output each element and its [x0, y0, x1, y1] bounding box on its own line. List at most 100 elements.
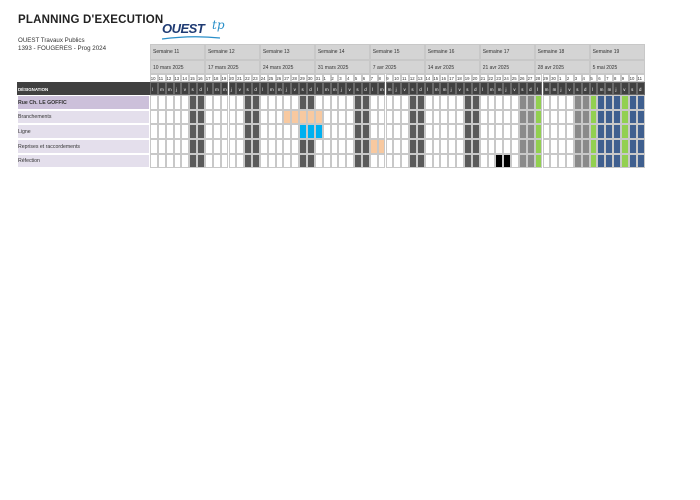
week-label: Semaine 19	[592, 49, 620, 55]
day-letter: m	[387, 86, 392, 92]
planning-cell	[299, 153, 307, 169]
day-letter-cell	[613, 82, 621, 95]
planning-cell	[495, 109, 504, 125]
planning-cell	[307, 124, 315, 140]
planning-cell	[346, 153, 355, 169]
planning-cell	[550, 109, 559, 125]
planning-cell	[283, 95, 292, 110]
day-number: 18	[456, 75, 462, 81]
planning-cell	[385, 124, 394, 140]
day-letter-cell	[354, 82, 362, 95]
planning-cell	[283, 153, 292, 169]
day-number: 15	[433, 75, 439, 81]
day-letter: d	[309, 86, 312, 92]
planning-cell	[314, 95, 323, 110]
designation-label: DÉSIGNATION	[18, 86, 49, 92]
planning-cell	[456, 124, 464, 140]
week-label: Semaine 11	[153, 49, 180, 55]
day-letter-cell	[503, 82, 512, 95]
day-number-cell	[354, 74, 362, 82]
day-number-cell	[236, 74, 245, 82]
day-letter-cell	[314, 82, 323, 95]
designation-header	[17, 82, 150, 95]
week-header-cell	[369, 44, 425, 60]
planning-cell	[212, 109, 221, 125]
week-label: Semaine 15	[372, 49, 400, 55]
planning-cell	[314, 153, 323, 169]
planning-cell	[150, 109, 158, 125]
planning-cell	[479, 109, 488, 125]
day-number-cell	[495, 74, 504, 82]
planning-cell	[252, 153, 260, 169]
day-number: 27	[527, 75, 533, 81]
planning-cell	[236, 109, 245, 125]
day-number-cell	[424, 74, 433, 82]
day-number-cell	[307, 74, 315, 82]
day-letter-cell	[542, 82, 551, 95]
day-number: 1	[323, 75, 326, 81]
planning-cell	[385, 139, 394, 154]
day-number: 9	[386, 75, 389, 81]
planning-cell	[181, 109, 190, 125]
day-letter: s	[301, 86, 304, 92]
planning-cell	[401, 124, 410, 140]
day-number: 12	[166, 75, 172, 81]
day-letter-cell	[573, 82, 582, 95]
day-letter: l	[262, 86, 264, 92]
planning-cell	[589, 109, 598, 125]
week-date: 14 avr 2025	[427, 64, 455, 71]
week-header-cell	[204, 44, 260, 60]
planning-cell	[181, 139, 190, 154]
day-number-cell	[613, 74, 621, 82]
day-number-cell	[377, 74, 386, 82]
planning-cell	[307, 153, 315, 169]
day-letter-cell	[471, 82, 480, 95]
day-number: 22	[488, 75, 494, 81]
planning-cell	[377, 109, 386, 125]
planning-cell	[330, 124, 339, 140]
day-letter: d	[364, 86, 367, 92]
planning-cell	[197, 124, 205, 140]
planning-cell	[338, 109, 347, 125]
day-letter: l	[591, 86, 593, 92]
planning-cell	[636, 139, 645, 154]
planning-cell	[479, 153, 488, 169]
planning-cell	[165, 109, 174, 125]
day-number: 25	[268, 75, 274, 81]
day-number: 20	[472, 75, 478, 81]
planning-cell	[401, 95, 410, 110]
planning-cell	[338, 95, 347, 110]
planning-cell	[573, 95, 582, 110]
planning-cell	[566, 124, 574, 140]
planning-cell	[495, 95, 504, 110]
page-title: PLANNING D'EXECUTION	[18, 14, 164, 26]
planning-cell	[479, 95, 488, 110]
day-number: 13	[417, 75, 423, 81]
planning-cell	[597, 139, 606, 154]
planning-cell	[252, 95, 260, 110]
day-number-cell	[252, 74, 260, 82]
day-letter: m	[215, 86, 219, 92]
planning-cell	[518, 95, 527, 110]
planning-cell	[589, 139, 598, 154]
week-date-cell	[479, 60, 535, 74]
planning-cell	[495, 124, 504, 140]
planning-cell	[503, 124, 512, 140]
planning-cell	[354, 109, 362, 125]
planning-cell	[566, 139, 574, 154]
day-letter-cell	[628, 82, 637, 95]
day-letter: m	[168, 86, 172, 92]
planning-cell	[267, 124, 276, 140]
day-number: 29	[299, 75, 305, 81]
planning-cell	[354, 124, 362, 140]
planning-cell	[283, 109, 292, 125]
day-letter-cell	[597, 82, 606, 95]
planning-cell	[440, 95, 449, 110]
planning-cell	[581, 95, 590, 110]
planning-cell	[165, 153, 174, 169]
day-letter: j	[615, 86, 617, 92]
planning-cell	[589, 124, 598, 140]
day-number-cell	[338, 74, 347, 82]
planning-cell	[220, 95, 229, 110]
row-label-cell	[17, 139, 150, 154]
